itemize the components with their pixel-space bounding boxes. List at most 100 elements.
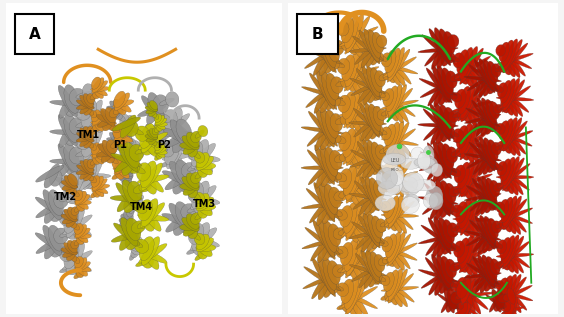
- Ellipse shape: [381, 155, 398, 174]
- Ellipse shape: [497, 290, 533, 301]
- Ellipse shape: [436, 115, 449, 144]
- Ellipse shape: [341, 208, 376, 237]
- Ellipse shape: [183, 225, 198, 236]
- Ellipse shape: [192, 197, 206, 214]
- Ellipse shape: [340, 289, 377, 309]
- Ellipse shape: [490, 161, 499, 170]
- Ellipse shape: [507, 288, 515, 304]
- Ellipse shape: [502, 126, 526, 154]
- Ellipse shape: [386, 86, 398, 112]
- Ellipse shape: [504, 246, 519, 274]
- Ellipse shape: [363, 213, 379, 247]
- Ellipse shape: [346, 200, 362, 238]
- Ellipse shape: [125, 121, 138, 137]
- Ellipse shape: [113, 100, 134, 108]
- Ellipse shape: [342, 169, 374, 201]
- Ellipse shape: [195, 171, 204, 179]
- Ellipse shape: [459, 275, 471, 304]
- Ellipse shape: [83, 105, 92, 115]
- Ellipse shape: [434, 28, 450, 64]
- Ellipse shape: [82, 171, 96, 189]
- Ellipse shape: [121, 167, 133, 177]
- Ellipse shape: [76, 266, 88, 276]
- Ellipse shape: [501, 277, 526, 308]
- Ellipse shape: [385, 274, 413, 301]
- Ellipse shape: [367, 153, 378, 177]
- Ellipse shape: [36, 236, 64, 254]
- Ellipse shape: [423, 157, 438, 173]
- Ellipse shape: [335, 117, 347, 125]
- Ellipse shape: [360, 111, 378, 141]
- Ellipse shape: [346, 283, 369, 317]
- Ellipse shape: [344, 239, 358, 271]
- Ellipse shape: [460, 236, 474, 268]
- Ellipse shape: [479, 215, 495, 247]
- Ellipse shape: [78, 115, 111, 120]
- Ellipse shape: [381, 53, 392, 67]
- Ellipse shape: [68, 253, 83, 277]
- Ellipse shape: [197, 163, 213, 175]
- Ellipse shape: [346, 163, 361, 200]
- Ellipse shape: [496, 97, 534, 101]
- Ellipse shape: [496, 175, 534, 179]
- Ellipse shape: [94, 152, 104, 164]
- Ellipse shape: [461, 84, 480, 122]
- Ellipse shape: [367, 226, 378, 251]
- Ellipse shape: [461, 280, 475, 305]
- Ellipse shape: [464, 193, 501, 201]
- Ellipse shape: [477, 176, 495, 210]
- Ellipse shape: [195, 211, 204, 220]
- Ellipse shape: [378, 165, 389, 173]
- Ellipse shape: [356, 68, 381, 100]
- Ellipse shape: [94, 87, 103, 99]
- Ellipse shape: [464, 231, 501, 240]
- Ellipse shape: [92, 178, 107, 192]
- Ellipse shape: [195, 130, 204, 138]
- Ellipse shape: [488, 120, 498, 132]
- Ellipse shape: [125, 179, 132, 188]
- Ellipse shape: [156, 124, 162, 131]
- Ellipse shape: [495, 202, 505, 212]
- Ellipse shape: [112, 108, 121, 119]
- Ellipse shape: [386, 270, 398, 297]
- Ellipse shape: [339, 254, 378, 269]
- Ellipse shape: [385, 279, 415, 302]
- Ellipse shape: [345, 52, 359, 87]
- Ellipse shape: [357, 148, 380, 177]
- Text: P2: P2: [157, 139, 171, 150]
- Ellipse shape: [381, 139, 418, 146]
- Ellipse shape: [377, 203, 386, 208]
- Ellipse shape: [386, 176, 403, 194]
- Ellipse shape: [179, 183, 200, 190]
- Ellipse shape: [142, 96, 164, 121]
- Text: A: A: [29, 27, 41, 42]
- Ellipse shape: [179, 142, 200, 149]
- Ellipse shape: [504, 89, 518, 117]
- Ellipse shape: [349, 193, 386, 200]
- Ellipse shape: [165, 118, 190, 136]
- Ellipse shape: [76, 269, 84, 278]
- Ellipse shape: [112, 117, 140, 131]
- Ellipse shape: [496, 53, 533, 65]
- Ellipse shape: [500, 297, 509, 308]
- Ellipse shape: [124, 164, 133, 174]
- Ellipse shape: [108, 139, 122, 147]
- Ellipse shape: [460, 288, 469, 303]
- Ellipse shape: [382, 245, 417, 260]
- Ellipse shape: [70, 240, 79, 249]
- Ellipse shape: [504, 209, 516, 234]
- Ellipse shape: [334, 154, 347, 163]
- Ellipse shape: [188, 223, 204, 244]
- Ellipse shape: [503, 39, 518, 71]
- Ellipse shape: [305, 45, 340, 68]
- Ellipse shape: [500, 80, 512, 103]
- Ellipse shape: [91, 176, 100, 187]
- Ellipse shape: [50, 100, 83, 106]
- Ellipse shape: [155, 149, 168, 154]
- Ellipse shape: [377, 129, 387, 135]
- Ellipse shape: [109, 101, 122, 114]
- Ellipse shape: [450, 74, 461, 82]
- Ellipse shape: [127, 162, 134, 171]
- Ellipse shape: [346, 14, 364, 53]
- Ellipse shape: [115, 143, 122, 151]
